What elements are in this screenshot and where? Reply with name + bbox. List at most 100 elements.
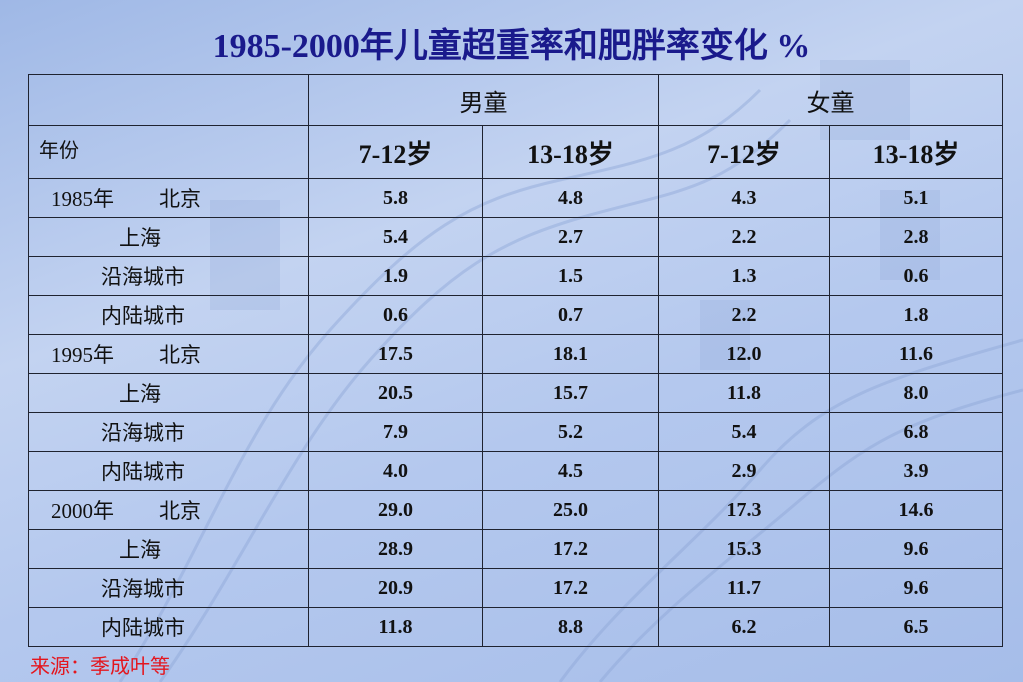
row-label-cell: 2000年 北京 xyxy=(28,490,309,530)
source-note: 来源：季成叶等 xyxy=(30,656,170,678)
row-region: 北京 xyxy=(159,499,201,523)
value-cell: 9.6 xyxy=(829,529,1003,569)
value-cell: 18.1 xyxy=(482,334,659,374)
row-label-cell: 上海 xyxy=(28,529,309,569)
row-region: 沿海城市 xyxy=(101,577,185,601)
value-cell: 14.6 xyxy=(829,490,1003,530)
row-label-cell: 内陆城市 xyxy=(28,607,309,647)
value-cell: 2.2 xyxy=(658,217,830,257)
header-year-label: 年份 xyxy=(28,125,309,179)
value-cell: 4.8 xyxy=(482,178,659,218)
table-row: 沿海城市 20.9 17.2 11.7 9.6 xyxy=(28,568,1003,608)
row-label-cell: 内陆城市 xyxy=(28,451,309,491)
value-cell: 6.2 xyxy=(658,607,830,647)
value-cell: 0.6 xyxy=(829,256,1003,296)
value-cell: 17.2 xyxy=(482,568,659,608)
value-cell: 20.5 xyxy=(308,373,483,413)
value-cell: 7.9 xyxy=(308,412,483,452)
row-label-cell: 沿海城市 xyxy=(28,412,309,452)
header-group-girls: 女童 xyxy=(658,74,1003,126)
value-cell: 17.3 xyxy=(658,490,830,530)
data-table: 男童 女童 年份 7-12岁 13-18岁 7-12岁 13-18岁 1985年… xyxy=(28,74,1003,647)
value-cell: 2.7 xyxy=(482,217,659,257)
value-cell: 1.5 xyxy=(482,256,659,296)
header-age-boys-7-12: 7-12岁 xyxy=(308,125,483,179)
value-cell: 9.6 xyxy=(829,568,1003,608)
table-row: 内陆城市 4.0 4.5 2.9 3.9 xyxy=(28,451,1003,491)
row-label-cell: 沿海城市 xyxy=(28,256,309,296)
row-label-cell: 沿海城市 xyxy=(28,568,309,608)
row-year: 1995年 xyxy=(51,343,114,367)
value-cell: 15.3 xyxy=(658,529,830,569)
value-cell: 5.1 xyxy=(829,178,1003,218)
value-cell: 15.7 xyxy=(482,373,659,413)
value-cell: 29.0 xyxy=(308,490,483,530)
value-cell: 11.7 xyxy=(658,568,830,608)
row-label-cell: 1985年 北京 xyxy=(28,178,309,218)
header-age-boys-13-18: 13-18岁 xyxy=(482,125,659,179)
table-row: 1995年 北京 17.5 18.1 12.0 11.6 xyxy=(28,334,1003,374)
value-cell: 5.2 xyxy=(482,412,659,452)
value-cell: 17.5 xyxy=(308,334,483,374)
table-row: 上海 5.4 2.7 2.2 2.8 xyxy=(28,217,1003,257)
value-cell: 1.8 xyxy=(829,295,1003,335)
row-region: 上海 xyxy=(119,226,161,250)
value-cell: 5.4 xyxy=(658,412,830,452)
value-cell: 17.2 xyxy=(482,529,659,569)
header-row-groups: 男童 女童 xyxy=(28,74,1003,126)
row-region: 北京 xyxy=(159,343,201,367)
row-region: 上海 xyxy=(119,382,161,406)
row-label-cell: 上海 xyxy=(28,373,309,413)
value-cell: 20.9 xyxy=(308,568,483,608)
table-row: 沿海城市 7.9 5.2 5.4 6.8 xyxy=(28,412,1003,452)
value-cell: 11.8 xyxy=(308,607,483,647)
value-cell: 28.9 xyxy=(308,529,483,569)
value-cell: 2.9 xyxy=(658,451,830,491)
row-label-cell: 上海 xyxy=(28,217,309,257)
row-region: 沿海城市 xyxy=(101,421,185,445)
value-cell: 1.9 xyxy=(308,256,483,296)
value-cell: 5.8 xyxy=(308,178,483,218)
row-label-cell: 1995年 北京 xyxy=(28,334,309,374)
table-row: 2000年 北京 29.0 25.0 17.3 14.6 xyxy=(28,490,1003,530)
row-region: 内陆城市 xyxy=(101,460,185,484)
row-region: 内陆城市 xyxy=(101,616,185,640)
row-year: 1985年 xyxy=(51,187,114,211)
page-title: 1985-2000年儿童超重率和肥胖率变化 % xyxy=(212,28,811,65)
row-year: 2000年 xyxy=(51,499,114,523)
value-cell: 1.3 xyxy=(658,256,830,296)
header-age-girls-13-18: 13-18岁 xyxy=(829,125,1003,179)
table-row: 沿海城市 1.9 1.5 1.3 0.6 xyxy=(28,256,1003,296)
value-cell: 2.8 xyxy=(829,217,1003,257)
value-cell: 3.9 xyxy=(829,451,1003,491)
table-row: 上海 20.5 15.7 11.8 8.0 xyxy=(28,373,1003,413)
row-region: 沿海城市 xyxy=(101,265,185,289)
value-cell: 8.0 xyxy=(829,373,1003,413)
header-corner-cell xyxy=(28,74,309,126)
value-cell: 11.8 xyxy=(658,373,830,413)
header-row-ages: 年份 7-12岁 13-18岁 7-12岁 13-18岁 xyxy=(28,125,1003,179)
row-region: 北京 xyxy=(159,187,201,211)
table-row: 内陆城市 11.8 8.8 6.2 6.5 xyxy=(28,607,1003,647)
value-cell: 11.6 xyxy=(829,334,1003,374)
value-cell: 6.8 xyxy=(829,412,1003,452)
value-cell: 4.3 xyxy=(658,178,830,218)
row-region: 内陆城市 xyxy=(101,304,185,328)
value-cell: 2.2 xyxy=(658,295,830,335)
row-label-cell: 内陆城市 xyxy=(28,295,309,335)
value-cell: 0.7 xyxy=(482,295,659,335)
table-row: 1985年 北京 5.8 4.8 4.3 5.1 xyxy=(28,178,1003,218)
header-age-girls-7-12: 7-12岁 xyxy=(658,125,830,179)
value-cell: 5.4 xyxy=(308,217,483,257)
value-cell: 12.0 xyxy=(658,334,830,374)
value-cell: 4.5 xyxy=(482,451,659,491)
value-cell: 8.8 xyxy=(482,607,659,647)
value-cell: 0.6 xyxy=(308,295,483,335)
header-group-boys: 男童 xyxy=(308,74,659,126)
row-region: 上海 xyxy=(119,538,161,562)
table-row: 内陆城市 0.6 0.7 2.2 1.8 xyxy=(28,295,1003,335)
table-row: 上海 28.9 17.2 15.3 9.6 xyxy=(28,529,1003,569)
value-cell: 25.0 xyxy=(482,490,659,530)
value-cell: 4.0 xyxy=(308,451,483,491)
value-cell: 6.5 xyxy=(829,607,1003,647)
